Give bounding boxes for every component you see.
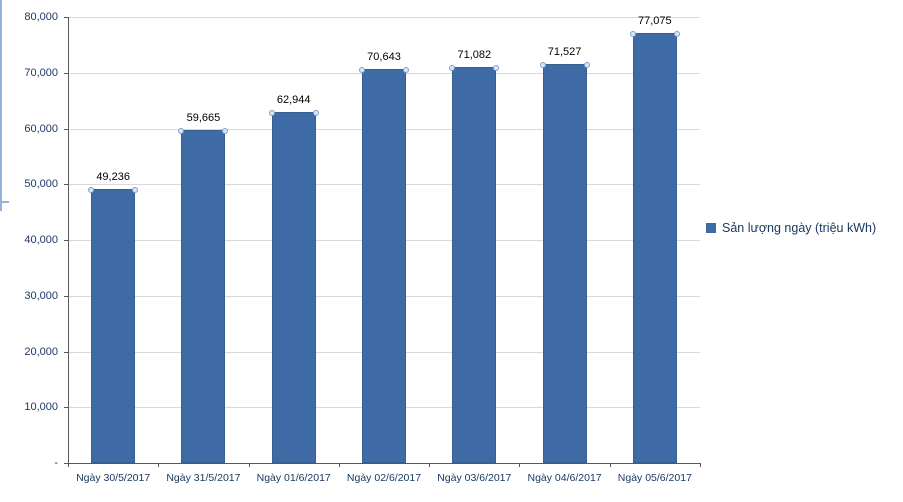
x-axis-tick [609,463,611,467]
bar-top-marker-right [403,67,409,74]
x-axis-line [68,463,700,464]
legend-swatch [706,223,716,233]
legend-label: Sản lượng ngày (triệu kWh) [722,221,877,235]
x-axis-category-label: Ngày 01/6/2017 [256,472,331,484]
x-axis-tick [68,463,69,467]
x-axis-category-label: Ngày 03/6/2017 [437,472,512,484]
bar-top-marker-right [583,62,590,69]
bar[interactable] [449,64,500,463]
y-axis-label: 70,000 [24,66,58,79]
bar-value-label: 70,643 [367,51,401,64]
bar-top-marker-right [132,186,139,193]
y-axis-tick [64,407,68,409]
bar-top-marker-left [629,31,636,38]
x-axis-category-label: Ngày 31/5/2017 [166,472,241,484]
y-axis-tick [64,463,68,464]
y-axis-tick [64,351,68,353]
y-axis-label: 50,000 [24,178,58,191]
y-axis-label: 80,000 [24,11,58,23]
bar-top-marker-right [312,110,319,117]
y-axis-tick [64,240,68,241]
x-axis-category-label: Ngày 05/6/2017 [617,472,692,484]
bar-top-marker-right [673,31,680,38]
y-axis-tick [64,128,68,130]
bar-value-label: 59,665 [186,112,221,125]
bar-value-label: 49,236 [96,170,130,183]
bar-value-label: 62,944 [276,94,311,107]
x-axis-category-label: Ngày 04/6/2017 [527,472,602,484]
x-axis-tick [158,463,160,467]
x-axis-tick [429,463,431,467]
gridline [68,17,700,18]
bar-top-marker-left [178,128,185,135]
bar-value-label: 71,082 [457,48,492,61]
bar[interactable] [178,128,229,463]
y-axis-label: 40,000 [24,234,58,246]
left-frame-line [0,0,2,211]
y-axis-tick [64,72,68,74]
bar-value-label: 71,527 [547,46,582,59]
bar-value-label: 77,075 [638,15,672,28]
y-axis-tick [64,184,68,186]
bar-top-marker-left [268,110,275,117]
bar-top-marker-left [449,64,456,71]
y-axis-line [68,17,69,464]
bar-top-marker-right [493,64,500,71]
x-axis-category-label: Ngày 30/5/2017 [76,472,151,484]
y-axis-label: - [54,457,58,469]
bar-top-marker-left [88,186,95,193]
y-axis-label: 60,000 [24,122,58,135]
bar[interactable] [629,31,680,463]
y-axis-label: 20,000 [24,345,58,358]
left-frame-tick [0,201,9,203]
x-axis-tick [248,463,250,467]
y-axis-tick [64,295,68,297]
x-axis-tick [519,463,521,467]
y-axis-label: 10,000 [24,401,58,414]
bar[interactable] [539,62,590,463]
x-axis-tick [700,463,701,467]
bar[interactable] [88,186,139,463]
x-axis-tick [338,463,340,467]
bar-top-marker-left [539,62,546,69]
bar[interactable] [268,110,319,463]
x-axis-category-label: Ngày 02/6/2017 [346,472,422,484]
y-axis-tick [64,17,68,18]
bar[interactable] [359,67,409,463]
y-axis-label: 30,000 [24,289,58,302]
bar-top-marker-right [222,128,229,135]
legend[interactable]: Sản lượng ngày (triệu kWh) [706,221,876,235]
bar-top-marker-left [359,67,365,74]
